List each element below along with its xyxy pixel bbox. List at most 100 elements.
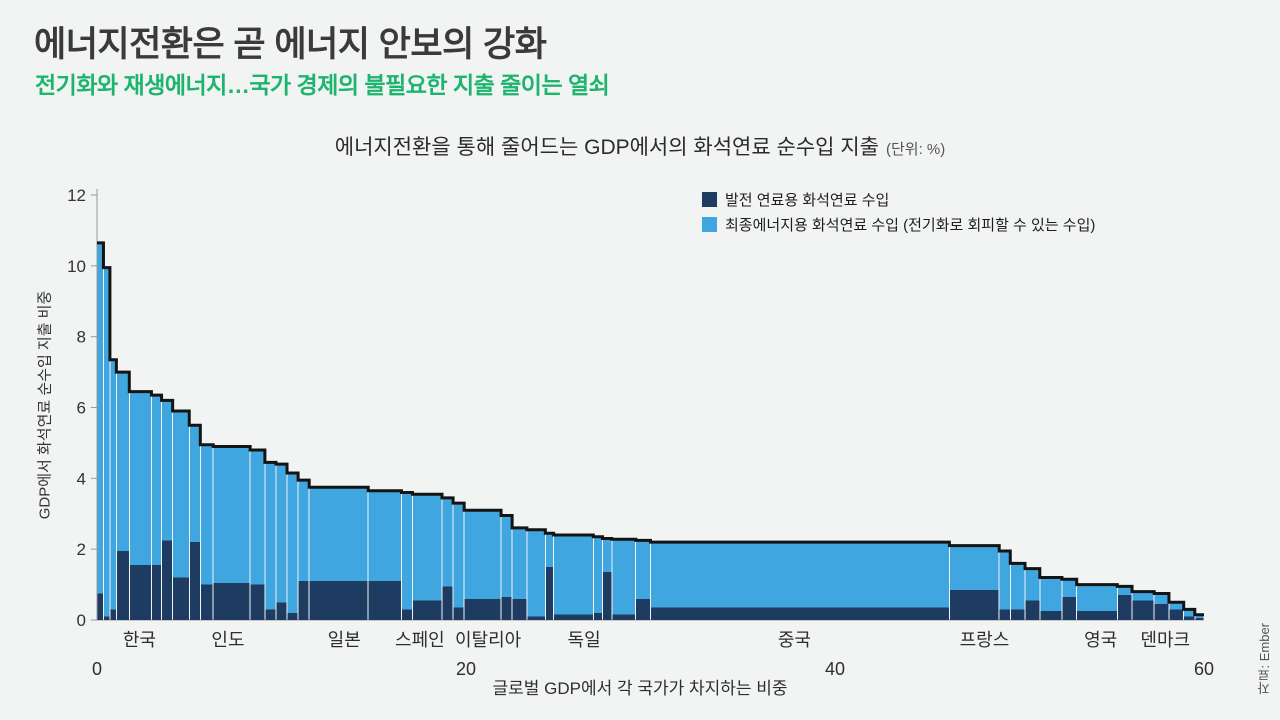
bar-segment-power	[1132, 600, 1154, 620]
bar-segment-power	[97, 593, 103, 620]
bar-segment-power	[213, 582, 250, 620]
bar-segment-power	[1010, 609, 1025, 620]
y-tick-label: 10	[67, 257, 86, 276]
bar-segment-final-energy	[545, 533, 554, 567]
y-tick-label: 8	[77, 328, 86, 347]
bar-segment-power	[189, 542, 200, 620]
bar-segment-final-energy	[1117, 586, 1132, 596]
country-label: 일본	[328, 630, 361, 650]
bar-segment-power	[276, 602, 287, 620]
bar-segment-power	[103, 616, 110, 620]
bar-segment-power	[162, 540, 173, 620]
page-title: 에너지전환은 곧 에너지 안보의 강화	[34, 25, 547, 64]
bar-segment-final-energy	[368, 490, 401, 582]
bar-segment-final-energy	[298, 480, 309, 582]
bar-segment-final-energy	[162, 400, 173, 541]
bar-segment-final-energy	[554, 535, 593, 615]
bar-segment-final-energy	[129, 391, 151, 566]
y-tick-label: 2	[77, 540, 86, 559]
bar-segment-final-energy	[250, 450, 265, 585]
bar-segment-final-energy	[1184, 609, 1195, 617]
bar-segment-final-energy	[276, 464, 287, 603]
bar-segment-power	[116, 550, 129, 620]
bar-segment-power	[287, 612, 298, 620]
y-tick-label: 4	[77, 469, 86, 488]
bar-segment-final-energy	[527, 529, 545, 617]
bar-segment-final-energy	[1040, 577, 1062, 612]
y-tick-label: 0	[77, 611, 86, 630]
bar-segment-final-energy	[1154, 593, 1169, 605]
bar-segment-final-energy	[287, 473, 298, 613]
bar-segment-final-energy	[309, 487, 368, 582]
bar-segment-power	[651, 607, 949, 620]
bar-segment-final-energy	[1132, 591, 1154, 601]
bar-segment-power	[593, 612, 603, 620]
bar-segment-power	[453, 607, 464, 620]
bar-segment-power	[298, 581, 309, 620]
page-subtitle: 전기화와 재생에너지…국가 경제의 불필요한 지출 줄이는 열쇠	[35, 72, 610, 98]
bar-segment-final-energy	[593, 536, 603, 613]
bar-segment-final-energy	[1169, 602, 1184, 610]
bar-segment-power	[250, 584, 265, 620]
country-label: 프랑스	[960, 630, 1010, 650]
bar-segment-final-energy	[512, 527, 527, 599]
bar-segment-final-energy	[949, 545, 999, 590]
bar-segment-final-energy	[412, 494, 442, 601]
bar-segment-power	[636, 598, 650, 620]
bar-segment-power	[1169, 609, 1184, 620]
bar-segment-final-energy	[116, 372, 129, 551]
bar-segment-final-energy	[401, 492, 412, 610]
bar-segment-power	[110, 609, 116, 620]
bar-segment-power	[949, 589, 999, 620]
bar-segment-power	[1040, 611, 1062, 620]
bar-segment-power	[129, 565, 151, 620]
bar-segment-final-energy	[999, 550, 1010, 610]
bar-segment-power	[1062, 596, 1077, 620]
bar-segment-final-energy	[97, 242, 103, 594]
legend: 발전 연료용 화석연료 수입 최종에너지용 화석연료 수입 (전기화로 회피할 …	[702, 189, 1095, 239]
legend-label-final-energy: 최종에너지용 화석연료 수입 (전기화로 회피할 수 있는 수입)	[725, 217, 1096, 234]
legend-label-power: 발전 연료용 화석연료 수입	[725, 192, 890, 209]
bar-segment-power	[527, 616, 545, 620]
x-axis-title: 글로벌 GDP에서 각 국가가 차지하는 비중	[492, 679, 788, 698]
bar-segment-power	[200, 584, 213, 620]
chart-title-text: 에너지전환을 통해 줄어드는 GDP에서의 화석연료 순수입 지출	[334, 136, 879, 159]
bar-segment-final-energy	[110, 359, 116, 610]
chart-plot-area: 0 2 4 6 8 10 12 한국 인도 일본 스페인 이탈리아 독일 중국 프랑스 영국 덴마크 0 20 40 6…	[67, 186, 1214, 679]
bar-segment-final-energy	[1077, 584, 1117, 612]
legend-row-power: 발전 연료용 화석연료 수입	[702, 189, 1095, 210]
total-outline-path	[97, 241, 1204, 617]
bar-segment-final-energy	[189, 425, 200, 543]
legend-row-final-energy: 최종에너지용 화석연료 수입 (전기화로 회피할 수 있는 수입)	[702, 214, 1095, 235]
chart-title: 에너지전환을 통해 줄어드는 GDP에서의 화석연료 순수입 지출 (단위: %)	[0, 131, 1280, 161]
bar-segment-final-energy	[103, 267, 110, 617]
bar-segment-power	[464, 598, 501, 620]
bar-segment-power	[1184, 616, 1195, 620]
bar-segment-power	[603, 572, 612, 620]
bar-segment-power	[1154, 604, 1169, 620]
bar-segment-final-energy	[1062, 579, 1077, 597]
country-label: 중국	[778, 630, 811, 650]
legend-swatch-final-energy	[702, 217, 717, 232]
y-tick-label: 6	[77, 399, 86, 418]
bar-segment-final-energy	[464, 510, 501, 599]
chart-unit-note: (단위: %)	[885, 141, 946, 158]
bar-segment-power	[412, 600, 442, 620]
bar-segment-power	[612, 614, 636, 620]
source-note: 자료: Ember	[1257, 623, 1272, 695]
bar-segment-final-energy	[636, 540, 650, 599]
bar-segment-final-energy	[173, 411, 189, 578]
x-tick-label: 0	[92, 659, 102, 679]
bar-segment-final-energy	[603, 538, 612, 573]
bar-segment-final-energy	[612, 539, 636, 615]
country-label: 영국	[1084, 630, 1117, 650]
bar-segment-power	[1025, 600, 1040, 620]
legend-swatch-power	[702, 192, 717, 207]
bar-segment-power	[442, 586, 453, 620]
bar-segment-final-energy	[1010, 563, 1025, 610]
country-label: 이탈리아	[455, 630, 522, 650]
country-label: 인도	[211, 630, 244, 650]
country-label: 독일	[568, 630, 601, 650]
x-tick-label: 20	[456, 659, 476, 679]
bar-segment-final-energy	[213, 446, 250, 583]
